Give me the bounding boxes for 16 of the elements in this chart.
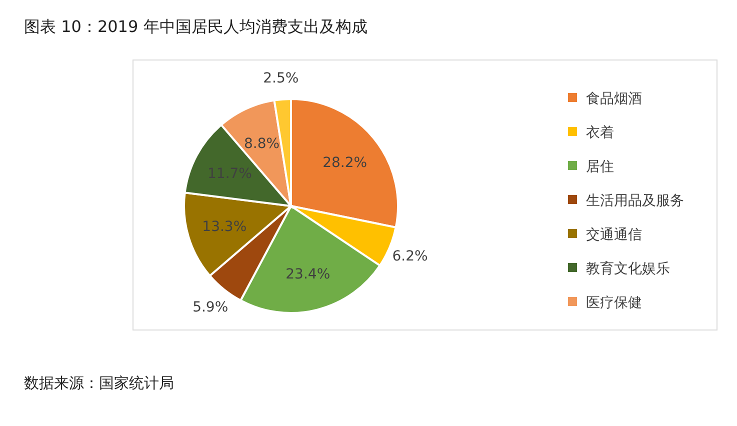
source-note: 数据来源：国家统计局 xyxy=(24,374,174,392)
data-label: 5.9% xyxy=(192,300,228,316)
legend-label: 教育文化娱乐 xyxy=(586,260,670,277)
data-label: 8.8% xyxy=(244,136,280,152)
data-label: 23.4% xyxy=(286,266,330,282)
data-label: 6.2% xyxy=(392,248,428,265)
legend-label: 食品烟酒 xyxy=(586,91,642,107)
legend-label: 衣着 xyxy=(586,125,614,141)
chart-title: 图表 10：2019 年中国居民人均消费支出及构成 xyxy=(24,17,368,36)
data-label: 28.2% xyxy=(322,155,368,172)
legend-label: 医疗保健 xyxy=(586,295,642,311)
legend-label: 居住 xyxy=(586,159,614,175)
legend-label: 交通通信 xyxy=(586,227,642,243)
legend-label: 生活用品及服务 xyxy=(586,193,684,209)
data-label: 2.5% xyxy=(263,70,299,86)
data-label: 13.3% xyxy=(202,219,247,236)
